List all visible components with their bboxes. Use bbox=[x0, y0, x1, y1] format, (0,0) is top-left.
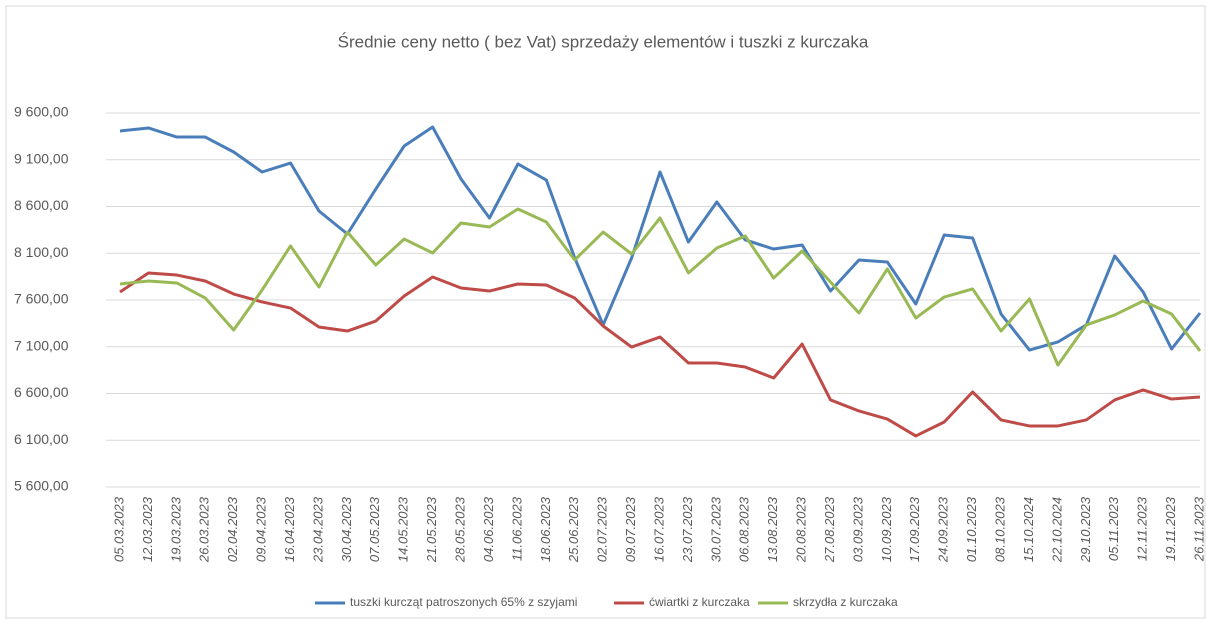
chart-title: Średnie ceny netto ( bez Vat) sprzedaży … bbox=[338, 32, 869, 51]
legend-item: skrzydła z kurczaka bbox=[758, 595, 898, 609]
x-tick-label: 08.10.2023 bbox=[992, 496, 1007, 562]
x-tick-label: 16.07.2023 bbox=[651, 496, 666, 562]
y-tick-label: 5 600,00 bbox=[14, 478, 69, 494]
x-tick-label: 27.08.2023 bbox=[822, 496, 837, 563]
x-tick-label: 30.04.2023 bbox=[339, 496, 354, 562]
x-tick-label: 18.06.2023 bbox=[538, 496, 553, 562]
x-tick-label: 11.06.2023 bbox=[509, 496, 524, 561]
legend-label: tuszki kurcząt patroszonych 65% z szyjam… bbox=[350, 595, 577, 609]
x-tick-label: 06.08.2023 bbox=[737, 496, 752, 562]
x-tick-label: 09.04.2023 bbox=[254, 496, 269, 562]
x-tick-label: 24.09.2023 bbox=[936, 496, 951, 563]
series-line bbox=[119, 271, 1201, 438]
x-tick-label: 28.05.2023 bbox=[452, 496, 467, 563]
x-tick-label: 02.04.2023 bbox=[225, 496, 240, 562]
series-line bbox=[119, 125, 1202, 352]
legend-item: tuszki kurcząt patroszonych 65% z szyjam… bbox=[315, 595, 577, 609]
y-tick-label: 6 100,00 bbox=[14, 431, 69, 447]
x-tick-label: 05.11.2023 bbox=[1106, 496, 1121, 561]
x-tick-label: 10.09.2023 bbox=[879, 496, 894, 562]
y-tick-label: 6 600,00 bbox=[14, 384, 69, 400]
x-tick-label: 19.03.2023 bbox=[168, 496, 183, 562]
y-tick-label: 7 600,00 bbox=[14, 291, 69, 307]
y-tick-label: 9 600,00 bbox=[14, 104, 69, 120]
chart-frame bbox=[5, 5, 1206, 619]
x-tick-label: 21.05.2023 bbox=[424, 496, 439, 563]
x-tick-label: 12.03.2023 bbox=[140, 496, 155, 562]
y-tick-label: 8 600,00 bbox=[14, 197, 69, 213]
x-tick-label: 14.05.2023 bbox=[396, 496, 411, 562]
x-tick-label: 23.04.2023 bbox=[310, 496, 325, 563]
y-tick-label: 8 100,00 bbox=[14, 244, 69, 260]
x-tick-label: 17.09.2023 bbox=[907, 496, 922, 562]
x-tick-label: 19.11.2023 bbox=[1163, 496, 1178, 561]
x-tick-label: 25.06.2023 bbox=[566, 496, 581, 563]
x-tick-label: 26.03.2023 bbox=[197, 496, 212, 563]
x-tick-label: 22.10.2024 bbox=[1049, 497, 1064, 563]
legend-label: skrzydła z kurczaka bbox=[793, 595, 898, 609]
x-tick-label: 20.08.2023 bbox=[794, 496, 809, 563]
x-tick-label: 12.11.2023 bbox=[1135, 496, 1150, 561]
x-tick-label: 13.08.2023 bbox=[765, 496, 780, 562]
x-tick-label: 30.07.2023 bbox=[708, 496, 723, 562]
y-tick-label: 7 100,00 bbox=[14, 337, 69, 353]
x-tick-label: 02.07.2023 bbox=[595, 496, 610, 562]
x-tick-label: 09.07.2023 bbox=[623, 496, 638, 562]
x-tick-label: 15.10.2024 bbox=[1021, 497, 1036, 562]
x-tick-label: 03.09.2023 bbox=[850, 496, 865, 562]
x-tick-label: 04.06.2023 bbox=[481, 496, 496, 562]
y-tick-label: 9 100,00 bbox=[14, 150, 69, 166]
x-tick-label: 29.10.2023 bbox=[1078, 496, 1093, 563]
legend-item: ćwiartki z kurczaka bbox=[614, 595, 750, 609]
legend-label: ćwiartki z kurczaka bbox=[649, 595, 750, 609]
x-tick-label: 16.04.2023 bbox=[282, 496, 297, 562]
x-tick-label: 05.03.2023 bbox=[111, 496, 126, 562]
x-tick-label: 01.10.2023 bbox=[964, 496, 979, 562]
x-tick-label: 07.05.2023 bbox=[367, 496, 382, 562]
x-tick-label: 26.11.2023 bbox=[1191, 496, 1206, 562]
x-tick-label: 23.07.2023 bbox=[680, 496, 695, 563]
series-line bbox=[119, 207, 1202, 367]
